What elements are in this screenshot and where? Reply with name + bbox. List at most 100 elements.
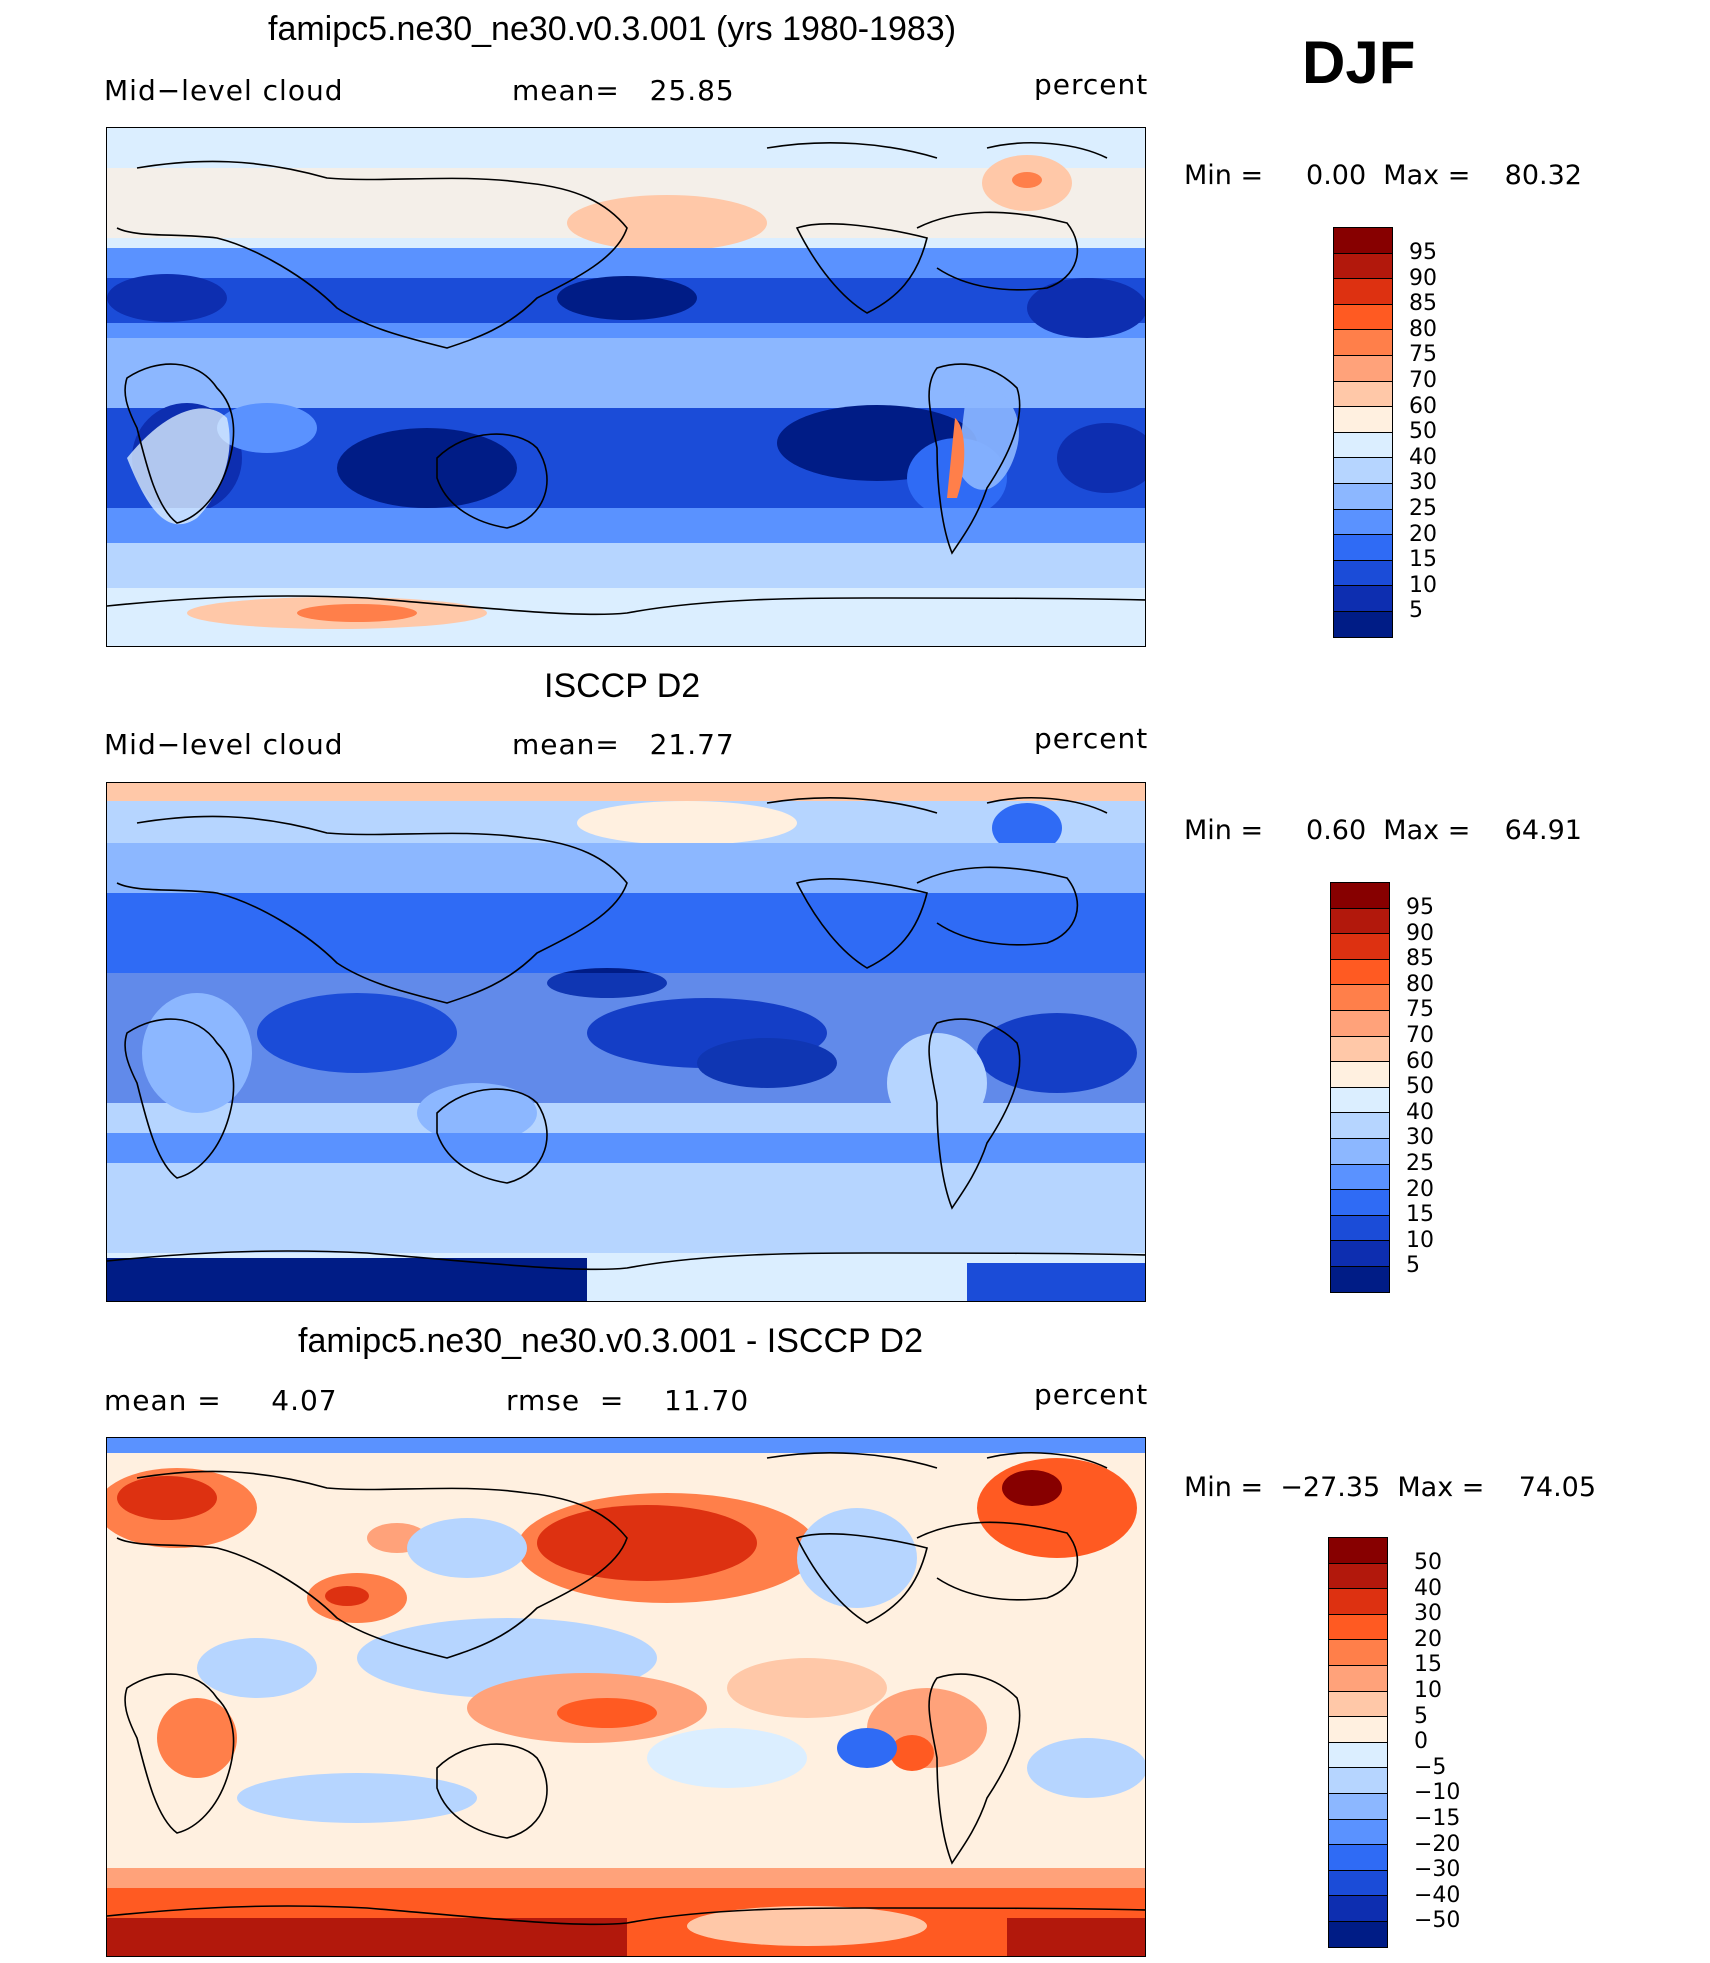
colorbar-tick-label: 80 [1406,971,1434,997]
colorbar-swatch [1333,458,1393,484]
colorbar-tick-label: 80 [1409,316,1437,342]
colorbar-tick-label: 30 [1414,1601,1442,1627]
colorbar-swatch [1328,1896,1388,1922]
colorbar-tick-label: 40 [1406,1099,1434,1125]
panel-3-mean-label: mean = 4.07 [104,1384,338,1417]
colorbar-swatch [1333,279,1393,305]
colorbar-swatch [1328,1614,1388,1641]
colorbar-swatch [1328,1537,1388,1564]
colorbar-swatch [1330,1062,1390,1088]
colorbar-swatch [1333,509,1393,536]
colorbar-swatch [1333,330,1393,356]
colorbar-swatch [1333,560,1393,587]
colorbar-tick-label: 95 [1409,240,1437,265]
panel-1-mean-label: mean= 25.85 [512,74,735,107]
colorbar-swatch [1328,1691,1388,1718]
colorbar-tick-label: 25 [1406,1150,1434,1176]
panel-3-colorbar [1328,1537,1388,1948]
colorbar-swatch [1330,1190,1390,1216]
colorbar-swatch [1333,407,1393,433]
colorbar-tick-label: 75 [1406,997,1434,1023]
colorbar-tick-label: 90 [1406,920,1434,946]
colorbar-swatch [1330,1113,1390,1139]
panel-3-rmse-label: rmse = 11.70 [506,1384,750,1417]
colorbar-swatch [1330,1087,1390,1114]
colorbar-tick-label: 0 [1414,1729,1428,1755]
panel-3-title: famipc5.ne30_ne30.v0.3.001 - ISCCP D2 [298,1322,923,1360]
colorbar-tick-label: 50 [1414,1550,1442,1575]
panel-1-colorbar-labels: 95 90 85 80 75 70 60 50 40 30 25 20 15 10 5 [1409,240,1437,624]
colorbar-tick-label: −40 [1414,1882,1461,1908]
panel-2-variable-label: Mid−level cloud [104,728,344,761]
colorbar-swatch [1330,985,1390,1011]
colorbar-swatch [1330,959,1390,986]
colorbar-tick-label: 85 [1406,946,1434,972]
colorbar-swatch [1330,1036,1390,1063]
colorbar-swatch [1333,304,1393,331]
colorbar-tick-label: −5 [1414,1754,1447,1780]
colorbar-swatch [1333,432,1393,459]
colorbar-swatch [1330,1266,1390,1293]
colorbar-tick-label: 5 [1406,1253,1420,1279]
colorbar-tick-label: 40 [1414,1575,1442,1601]
panel-1-variable-label: Mid−level cloud [104,74,344,107]
colorbar-tick-label: 10 [1406,1227,1434,1253]
panel-2-min-max: Min = 0.60 Max = 64.91 [1184,815,1582,846]
colorbar-tick-label: −20 [1414,1831,1461,1857]
panel-1-colorbar [1333,227,1393,638]
colorbar-swatch [1328,1819,1388,1846]
panel-1-units-label: percent [1034,68,1149,101]
colorbar-tick-label: 30 [1409,470,1437,496]
colorbar-tick-label: 10 [1414,1677,1442,1703]
colorbar-tick-label: 60 [1409,393,1437,419]
panel-2-colorbar [1330,882,1390,1293]
colorbar-swatch [1328,1845,1388,1871]
colorbar-tick-label: 20 [1406,1176,1434,1202]
colorbar-tick-label: 30 [1406,1125,1434,1151]
panel-3-colorbar-labels: 50 40 30 20 15 10 5 0 −5 −10 −15 −20 −30 −40 −50 [1414,1550,1460,1934]
colorbar-swatch [1328,1717,1388,1743]
panel-1-map [106,127,1146,647]
panel-2-title: ISCCP D2 [544,667,701,705]
colorbar-tick-label: 15 [1409,547,1437,573]
season-label: DJF [1302,29,1416,96]
colorbar-swatch [1328,1793,1388,1820]
colorbar-tick-label: 50 [1409,419,1437,445]
colorbar-swatch [1330,908,1390,935]
colorbar-swatch [1333,227,1393,254]
colorbar-swatch [1333,253,1393,280]
colorbar-swatch [1330,934,1390,960]
colorbar-tick-label: −50 [1414,1908,1461,1934]
colorbar-tick-label: 20 [1409,521,1437,547]
colorbar-swatch [1330,1215,1390,1242]
colorbar-swatch [1330,882,1390,909]
colorbar-swatch [1328,1768,1388,1794]
colorbar-tick-label: 70 [1406,1022,1434,1048]
colorbar-swatch [1333,535,1393,561]
colorbar-tick-label: 10 [1409,572,1437,598]
panel-2-colorbar-labels: 95 90 85 80 75 70 60 50 40 30 25 20 15 10 5 [1406,895,1434,1279]
colorbar-swatch [1333,586,1393,612]
colorbar-swatch [1328,1665,1388,1692]
colorbar-swatch [1328,1742,1388,1769]
colorbar-tick-label: −10 [1414,1780,1461,1806]
colorbar-swatch [1333,355,1393,382]
colorbar-swatch [1330,1010,1390,1037]
panel-1-title: famipc5.ne30_ne30.v0.3.001 (yrs 1980-198… [268,10,957,48]
colorbar-swatch [1330,1138,1390,1165]
colorbar-swatch [1330,1241,1390,1267]
panel-2-units-label: percent [1034,722,1149,755]
colorbar-tick-label: −15 [1414,1805,1461,1831]
colorbar-tick-label: 25 [1409,495,1437,521]
colorbar-tick-label: 90 [1409,265,1437,291]
panel-3-map [106,1437,1146,1957]
colorbar-swatch [1328,1921,1388,1948]
colorbar-tick-label: 15 [1406,1202,1434,1228]
colorbar-swatch [1328,1870,1388,1897]
colorbar-swatch [1333,611,1393,638]
colorbar-tick-label: 5 [1409,598,1423,624]
panel-2-map [106,782,1146,1302]
colorbar-swatch [1328,1589,1388,1615]
panel-2-mean-label: mean= 21.77 [512,728,735,761]
colorbar-tick-label: 75 [1409,342,1437,368]
